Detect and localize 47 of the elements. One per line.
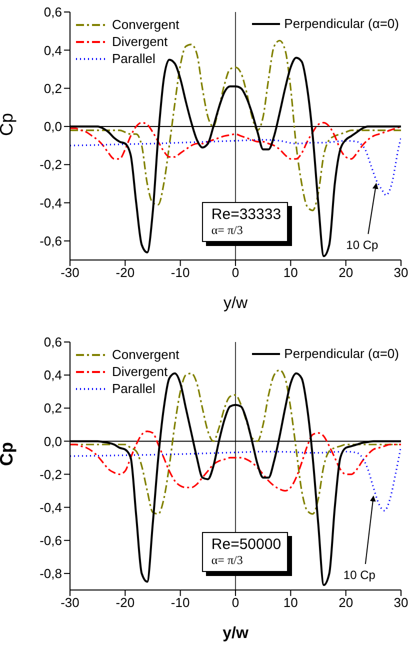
- y-tick-label: -0,8: [40, 566, 62, 582]
- legend-label: Convergent: [112, 347, 180, 362]
- legend-label: Perpendicular (α=0): [284, 16, 399, 31]
- x-tick-label: -30: [60, 595, 80, 610]
- annotation: 10 Cp: [343, 568, 376, 582]
- x-tick-label: 20: [338, 595, 354, 610]
- y-tick-label: 0,4: [44, 42, 62, 58]
- y-axis-title: Cp: [0, 112, 16, 136]
- annotation: 10 Cp: [346, 238, 378, 252]
- annotation: α= π/3: [211, 223, 244, 238]
- y-tick-label: 0,4: [44, 368, 62, 383]
- x-axis-title: y/w: [224, 295, 248, 312]
- y-tick-label: 0,0: [44, 434, 62, 449]
- x-tick-label: 10: [283, 595, 298, 610]
- y-tick-label: -0,4: [40, 500, 62, 515]
- annotation: Re=50000: [211, 536, 282, 553]
- y-tick-label: -0,6: [40, 533, 62, 548]
- x-tick-label: 30: [394, 595, 408, 610]
- x-tick-label: -10: [170, 265, 190, 280]
- x-axis-title: y/w: [222, 625, 249, 642]
- y-tick-label: -0,2: [40, 466, 62, 482]
- legend-label: Parallel: [112, 51, 156, 66]
- annotation: Re=33333: [211, 206, 282, 223]
- x-tick-label: -10: [170, 595, 190, 610]
- x-tick-label: 30: [394, 265, 408, 280]
- legend-label: Parallel: [112, 381, 156, 396]
- x-tick-label: 0: [232, 595, 240, 610]
- y-tick-label: -0,6: [40, 234, 62, 249]
- x-tick-label: 10: [283, 265, 298, 280]
- x-tick-label: -20: [116, 595, 135, 610]
- y-tick-label: 0,6: [44, 4, 62, 20]
- y-tick-label: -0,2: [40, 157, 62, 172]
- legend-label: Divergent: [112, 364, 168, 379]
- x-tick-label: 20: [338, 265, 354, 280]
- legend-label: Divergent: [112, 34, 168, 49]
- legend-label: Convergent: [112, 17, 180, 32]
- x-tick-label: -20: [116, 265, 135, 280]
- y-tick-label: 0,6: [44, 334, 62, 350]
- y-tick-label: 0,0: [44, 119, 62, 134]
- x-tick-label: -30: [60, 265, 80, 280]
- legend-label: Perpendicular (α=0): [284, 346, 399, 361]
- y-tick-label: 0,2: [44, 400, 62, 416]
- x-tick-label: 0: [232, 265, 240, 280]
- y-axis-title: Cp: [0, 442, 16, 466]
- annotation: α= π/3: [211, 553, 244, 568]
- y-tick-label: 0,2: [44, 80, 62, 96]
- y-tick-label: -0,4: [40, 195, 62, 210]
